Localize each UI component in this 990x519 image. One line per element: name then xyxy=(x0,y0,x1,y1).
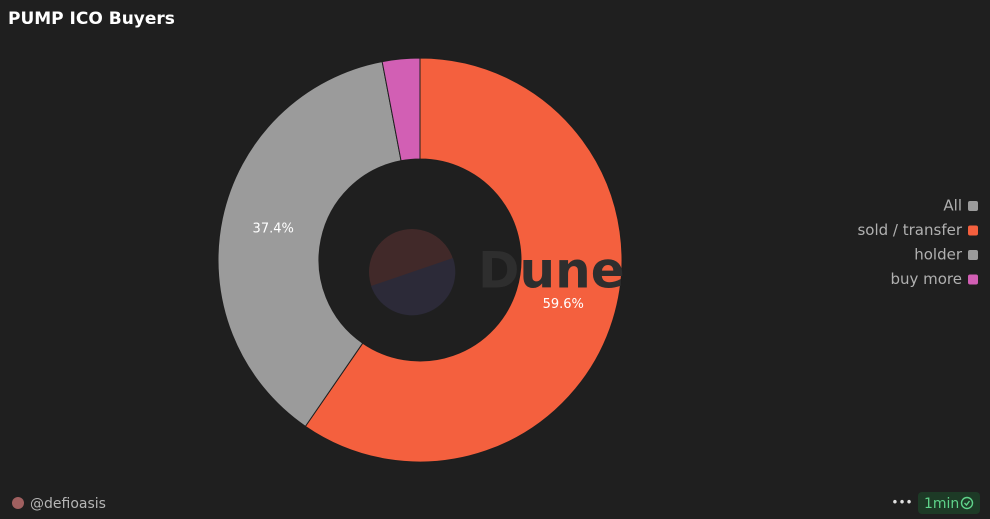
legend-swatch xyxy=(968,201,978,211)
donut-slice xyxy=(381,57,421,162)
refresh-icon xyxy=(960,496,974,510)
watermark: Dune xyxy=(369,229,625,316)
legend-label: holder xyxy=(914,246,963,264)
refresh-label: 1min xyxy=(924,496,959,512)
donut-slice xyxy=(304,57,623,463)
chart-title: PUMP ICO Buyers xyxy=(8,9,175,29)
watermark-text: Dune xyxy=(478,242,625,300)
legend-label: All xyxy=(943,197,962,215)
legend-swatch xyxy=(968,274,978,285)
data-label: 59.6% xyxy=(543,297,584,312)
refresh-icon-check xyxy=(964,500,971,507)
donut: 59.6% 37.4% xyxy=(217,57,623,463)
author-avatar xyxy=(12,497,24,509)
data-label: 37.4% xyxy=(253,222,294,237)
watermark-logo-part xyxy=(371,258,456,316)
menu-button[interactable]: ••• xyxy=(891,496,912,510)
legend-label: buy more xyxy=(890,270,962,288)
legend-label: sold / transfer xyxy=(857,221,962,239)
legend-swatch xyxy=(968,225,978,236)
legend-swatch xyxy=(968,250,978,260)
donut-slice xyxy=(217,60,402,428)
author: @defioasis xyxy=(30,496,106,512)
legend: All sold / transfer holder buy more xyxy=(857,197,978,288)
